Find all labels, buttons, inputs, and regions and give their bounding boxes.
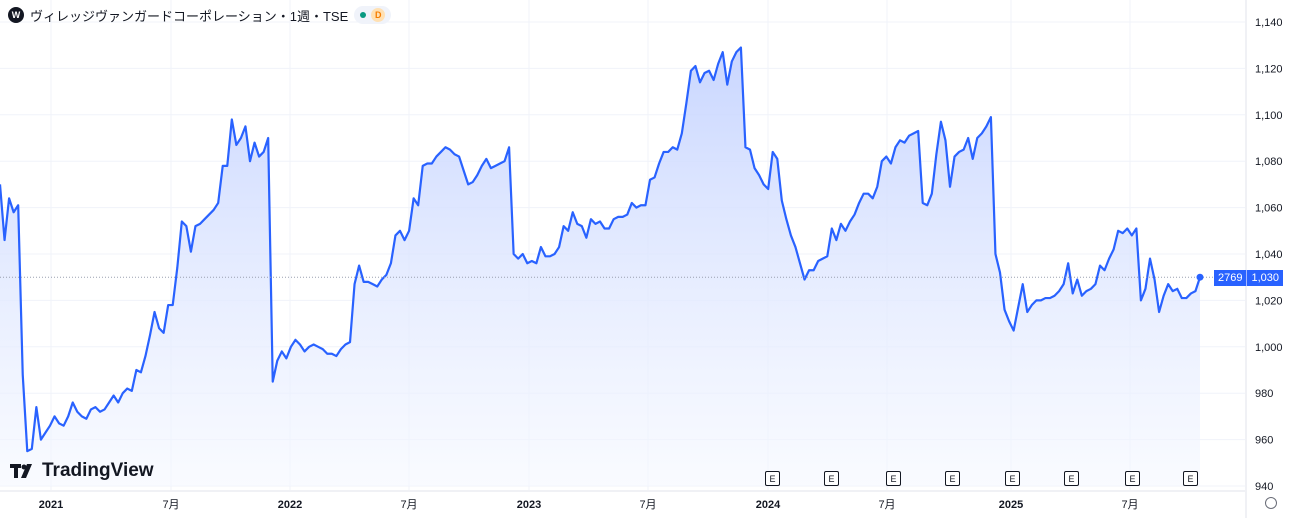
last-price-dot xyxy=(1196,273,1204,281)
earnings-marker-icon[interactable]: E xyxy=(945,471,960,486)
price-area-fill xyxy=(0,47,1200,487)
status-pill[interactable]: D xyxy=(354,6,392,24)
y-tick-label: 1,060 xyxy=(1255,203,1283,215)
x-tick-label: 2021 xyxy=(39,499,63,511)
x-tick-label: 2022 xyxy=(278,499,302,511)
tradingview-logo[interactable]: TradingView xyxy=(10,460,154,482)
earnings-marker-icon[interactable]: E xyxy=(765,471,780,486)
volume-label: 2769 xyxy=(1214,270,1247,286)
delay-badge: D xyxy=(371,8,386,22)
y-tick-label: 940 xyxy=(1255,481,1273,493)
x-tick-label: 7月 xyxy=(878,499,895,511)
earnings-marker-icon[interactable]: E xyxy=(1125,471,1140,486)
x-tick-label: 7月 xyxy=(400,499,417,511)
y-tick-label: 1,100 xyxy=(1255,110,1283,122)
price-line xyxy=(0,46,1202,453)
y-tick-label: 1,000 xyxy=(1255,342,1283,354)
market-status-dot-icon xyxy=(360,12,367,18)
x-tick-label: 2025 xyxy=(999,499,1023,511)
price-label: 1,030 xyxy=(1246,270,1284,286)
symbol-header[interactable]: W ヴィレッジヴァンガードコーポレーション・1週・TSE D xyxy=(8,6,392,24)
y-tick-label: 1,020 xyxy=(1255,295,1283,307)
symbol-title[interactable]: ヴィレッジヴァンガードコーポレーション・1週・TSE xyxy=(30,8,349,24)
earnings-marker-icon[interactable]: E xyxy=(1005,471,1020,486)
y-tick-label: 1,040 xyxy=(1255,249,1283,261)
company-logo-icon: W xyxy=(8,7,24,23)
y-tick-label: 1,080 xyxy=(1255,156,1283,168)
earnings-marker-icon[interactable]: E xyxy=(824,471,839,486)
y-tick-label: 960 xyxy=(1255,435,1273,447)
last-price-tag: 2769 1,030 xyxy=(1214,270,1284,286)
x-tick-label: 2024 xyxy=(756,499,781,511)
earnings-marker-icon[interactable]: E xyxy=(1183,471,1198,486)
y-tick-label: 980 xyxy=(1255,388,1273,400)
tradingview-mark-icon xyxy=(10,464,32,478)
x-tick-label: 7月 xyxy=(1121,499,1138,511)
x-tick-label: 7月 xyxy=(162,499,179,511)
time-axis[interactable]: 2021 7月 2022 7月 2023 7月 2024 7月 2025 7月 xyxy=(0,490,1245,511)
y-tick-label: 1,120 xyxy=(1255,63,1283,75)
earnings-marker-icon[interactable]: E xyxy=(1064,471,1079,486)
settings-gear-icon[interactable] xyxy=(1265,497,1277,509)
earnings-marker-icon[interactable]: E xyxy=(886,471,901,486)
tradingview-wordmark: TradingView xyxy=(42,460,154,481)
x-tick-label: 2023 xyxy=(517,499,541,511)
price-axis[interactable]: 940 960 980 1,000 1,020 1,040 1,060 1,080 1,100 1… xyxy=(1245,0,1283,518)
y-tick-label: 1,140 xyxy=(1255,17,1283,29)
x-tick-label: 7月 xyxy=(639,499,656,511)
